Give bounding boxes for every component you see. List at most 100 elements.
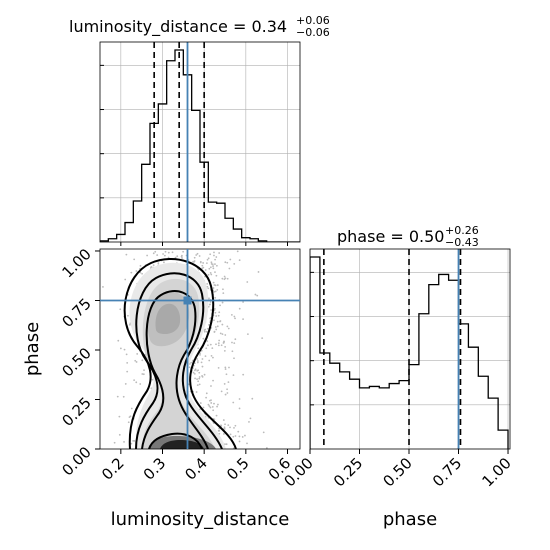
joint-sample-point: [141, 359, 144, 362]
joint-sample-point: [182, 250, 185, 253]
joint-sample-point: [223, 278, 226, 281]
hist-phase-grid: [309, 249, 510, 449]
joint-sample-point: [118, 433, 121, 436]
joint-sample-point: [233, 357, 235, 360]
joint-sample-point: [219, 332, 222, 335]
hist-luminosity-distance-marks: [100, 42, 300, 242]
joint-sample-point: [195, 391, 198, 393]
joint-sample-point: [238, 398, 241, 400]
joint-frame: [99, 248, 301, 450]
joint-sample-point: [218, 339, 221, 342]
joint-sample-point: [238, 435, 241, 438]
joint-sample-point: [217, 403, 219, 406]
joint-sample-point: [156, 254, 159, 256]
joint-sample-point: [126, 361, 129, 364]
phase-xtick-label: 0.50: [379, 454, 415, 490]
hist-luminosity-distance-panel: luminosity_distance = 0.34 +0.06 −0.06: [69, 14, 330, 246]
joint-sample-point: [230, 313, 233, 316]
joint-sample-point: [236, 250, 239, 253]
joint-sample-point: [197, 360, 199, 362]
joint-sample-point: [210, 385, 212, 387]
joint-sample-point: [224, 443, 226, 445]
joint-sample-point: [196, 358, 198, 360]
joint-sample-point: [215, 274, 218, 277]
joint-sample-point: [213, 418, 216, 421]
joint-sample-point: [238, 259, 241, 262]
joint-sample-point: [194, 377, 196, 380]
joint-sample-point: [193, 260, 196, 262]
joint-sample-point: [214, 271, 216, 274]
joint-sample-point: [212, 281, 215, 284]
joint-sample-point: [207, 257, 210, 260]
joint-sample-point: [193, 372, 196, 375]
joint-sample-point: [150, 265, 153, 268]
joint-sample-point: [210, 273, 213, 276]
joint-sample-point: [238, 407, 241, 410]
joint-sample-point: [194, 369, 196, 372]
joint-xtick-label: 0.3: [140, 454, 170, 484]
joint-sample-point: [214, 308, 216, 310]
joint-sample-point: [214, 263, 216, 265]
joint-sample-point: [215, 414, 218, 417]
joint-sample-point: [222, 292, 225, 295]
joint-sample-point: [251, 397, 254, 400]
joint-sample-point: [209, 272, 212, 274]
joint-sample-point: [141, 272, 143, 275]
joint-sample-point: [227, 424, 230, 426]
joint-sample-point: [198, 377, 201, 380]
joint-sample-point: [214, 311, 217, 314]
joint-sample-point: [212, 379, 214, 382]
joint-sample-point: [203, 329, 206, 331]
hist-luminosity-distance-frame: [99, 41, 301, 243]
joint-sample-point: [217, 342, 220, 345]
phase-xtick-label: 1.00: [478, 454, 514, 490]
joint-sample-point: [176, 255, 179, 258]
joint-sample-point: [248, 421, 250, 423]
joint-sample-point: [223, 340, 225, 343]
joint-sample-point: [223, 426, 226, 429]
joint-sample-point: [190, 361, 193, 364]
joint-sample-point: [207, 403, 210, 406]
hist-phase-title-sub: −0.43: [445, 236, 479, 249]
joint-sample-point: [206, 340, 209, 343]
joint-sample-point: [233, 342, 236, 345]
contour-level-2: [141, 290, 209, 449]
joint-sample-point: [123, 441, 125, 443]
joint-sample-point: [229, 258, 232, 261]
joint-sample-point: [242, 301, 244, 303]
joint-sample-point: [205, 396, 207, 399]
joint-sample-point: [117, 339, 120, 342]
joint-sample-point: [219, 320, 221, 323]
hist-phase-frame: [309, 248, 511, 450]
joint-sample-point: [130, 442, 133, 445]
joint-sample-point: [152, 264, 155, 266]
joint-sample-point: [215, 315, 218, 317]
joint-sample-point: [217, 366, 220, 369]
joint-sample-point: [198, 371, 201, 374]
joint-sample-point: [204, 275, 206, 278]
joint-sample-point: [217, 344, 220, 347]
joint-sample-point: [218, 252, 221, 254]
joint-sample-point: [226, 388, 228, 391]
joint-sample-point: [216, 405, 218, 408]
joint-sample-point: [215, 343, 217, 346]
joint-sample-point: [227, 381, 230, 383]
joint-sample-point: [212, 287, 215, 289]
joint-sample-point: [221, 333, 224, 336]
joint-sample-point: [221, 277, 224, 280]
joint-sample-point: [125, 253, 128, 256]
joint-sample-point: [238, 307, 241, 310]
joint-sample-point: [198, 255, 201, 257]
joint-xtick-label: 0.2: [98, 454, 128, 484]
joint-sample-point: [214, 258, 217, 261]
joint-sample-point: [202, 337, 205, 340]
joint-sample-point: [181, 257, 183, 259]
joint-sample-point: [205, 392, 208, 395]
joint-sample-point: [209, 406, 212, 409]
joint-sample-point: [229, 433, 232, 436]
joint-sample-point: [136, 353, 139, 355]
joint-sample-point: [171, 251, 174, 254]
joint-sample-point: [232, 447, 235, 449]
joint-sample-point: [216, 325, 219, 328]
